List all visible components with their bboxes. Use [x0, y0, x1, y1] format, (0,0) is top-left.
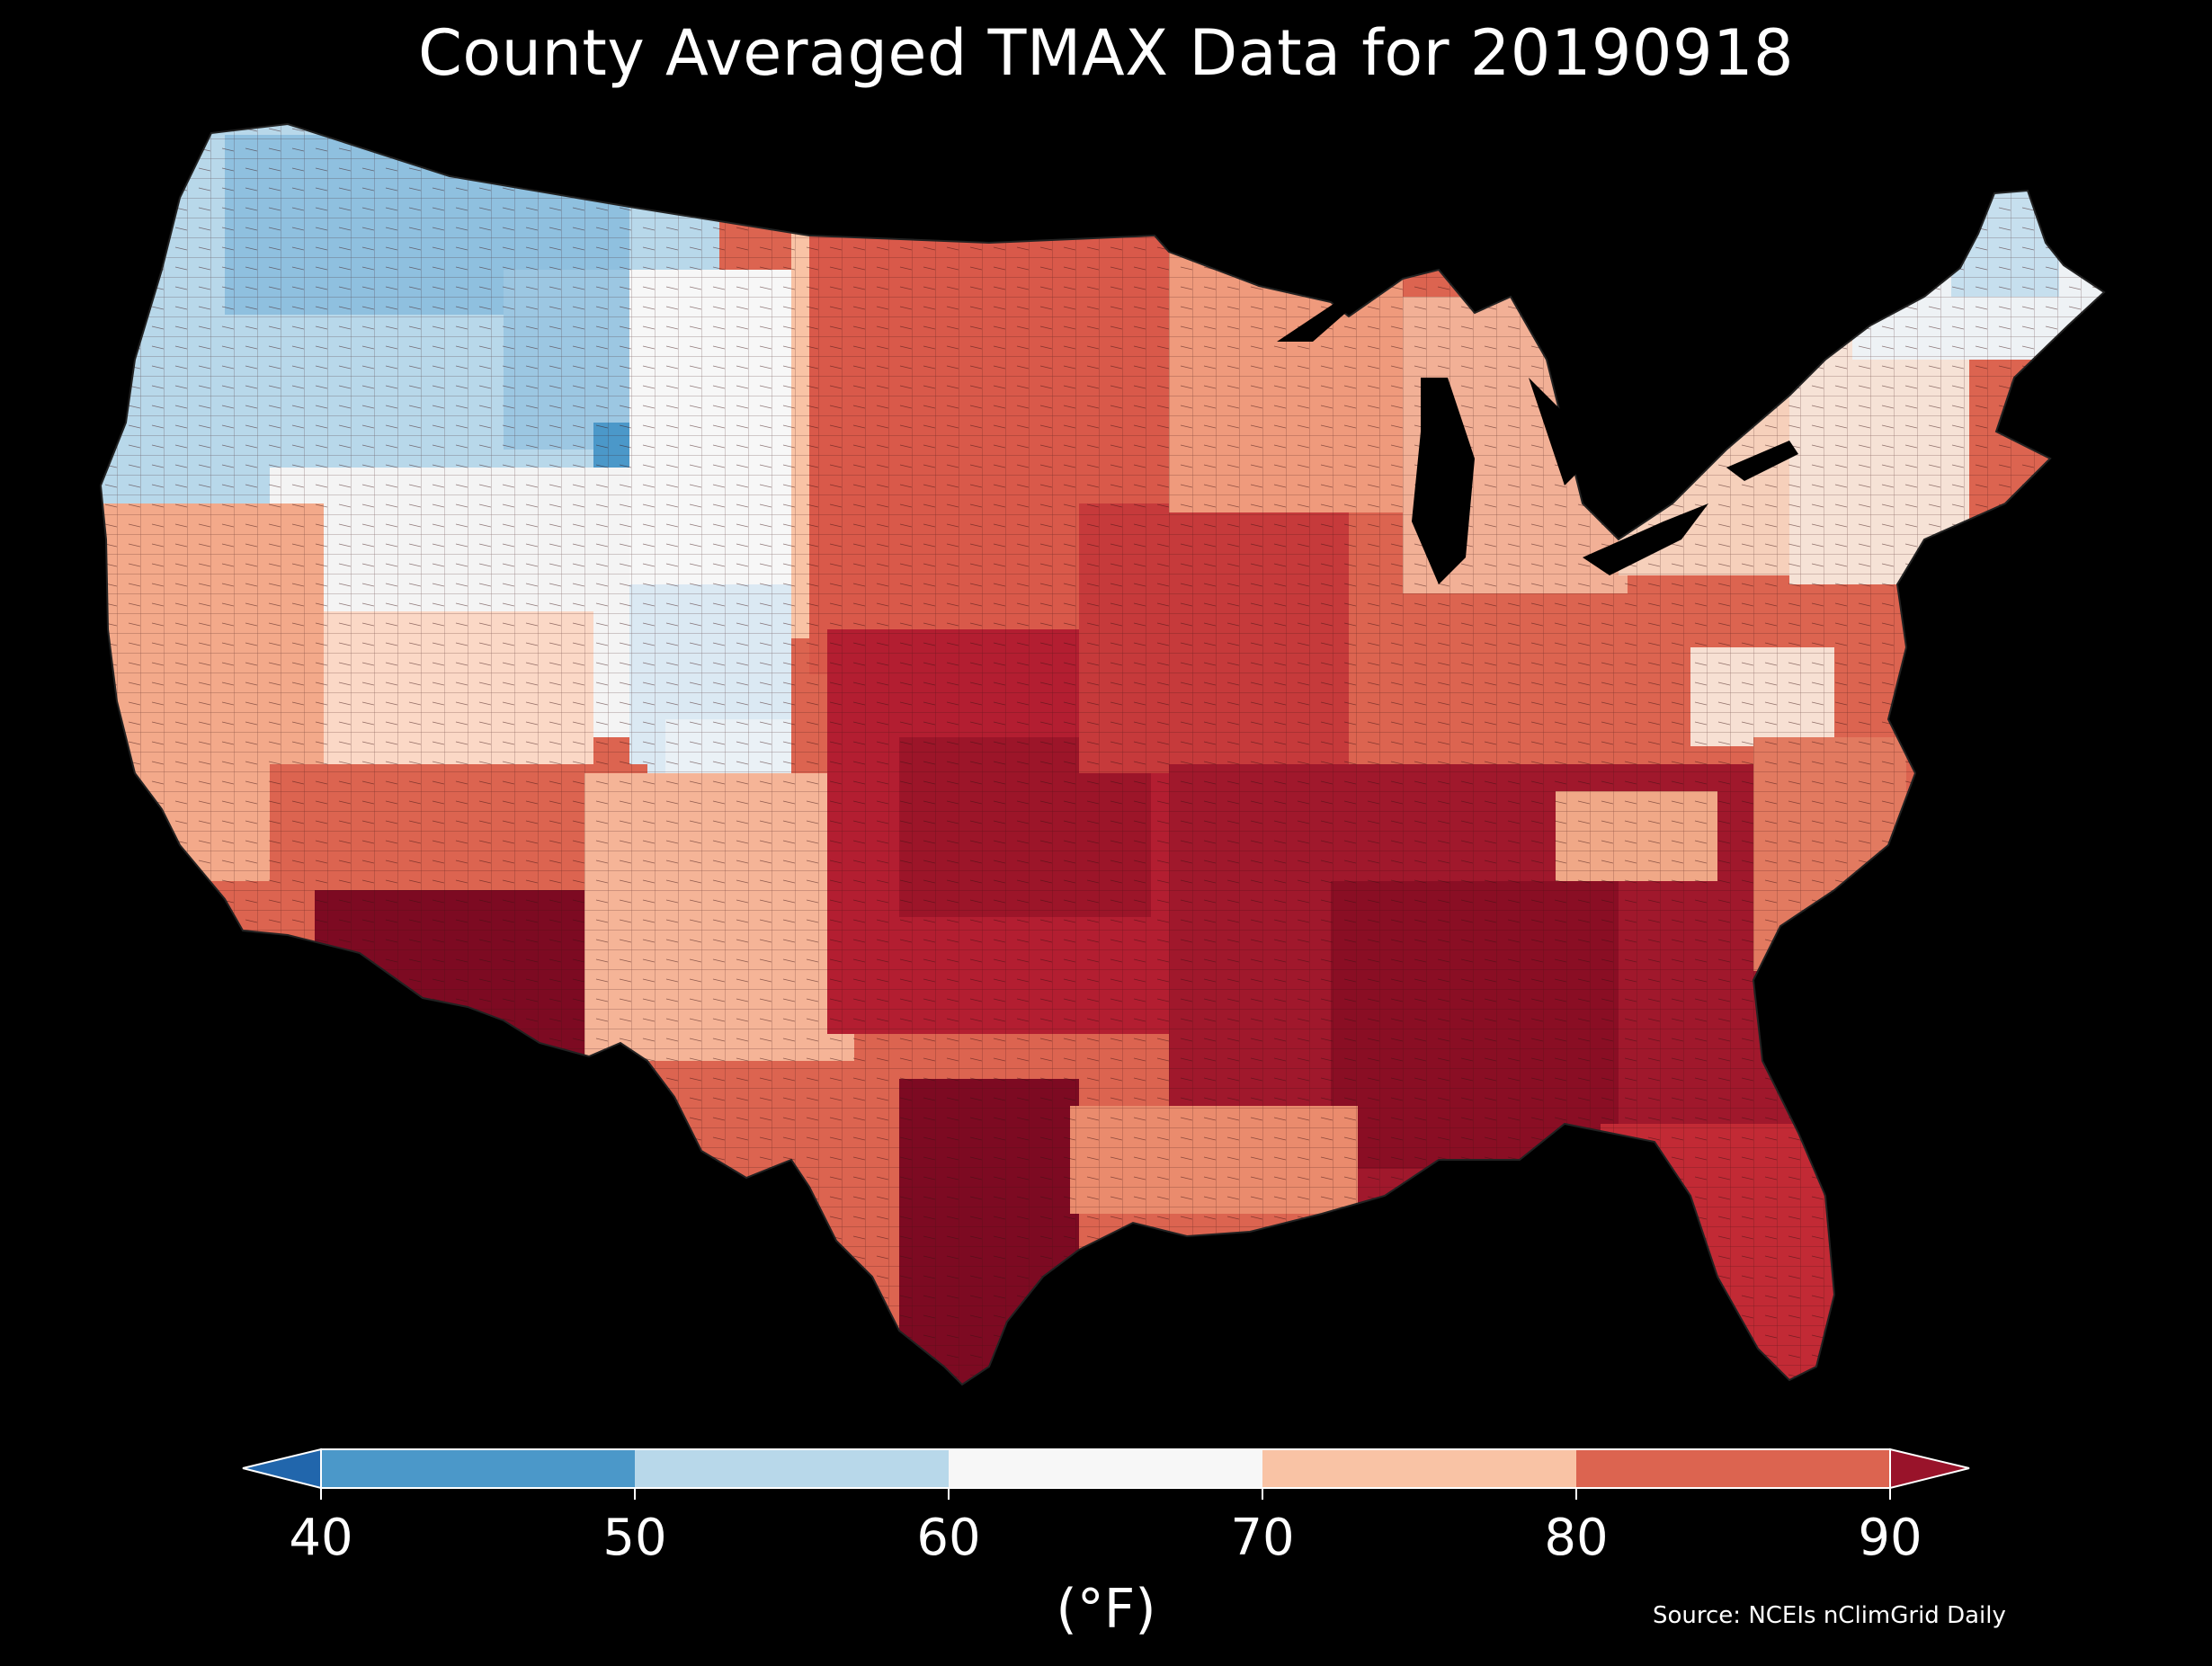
colorbar-frame — [320, 1448, 1891, 1489]
colorbar-tick-70: 70 — [1230, 1509, 1295, 1567]
map-title: County Averaged TMAX Data for 20190918 — [417, 16, 1795, 90]
colorbar-extend-low — [242, 1448, 322, 1490]
colorbar-tick-90: 90 — [1858, 1509, 1922, 1567]
colorbar-extend-high — [1889, 1448, 1970, 1490]
colorbar-bin-50-60 — [635, 1449, 949, 1488]
colorbar-bin-70-80 — [1262, 1449, 1576, 1488]
colorbar-tick-40: 40 — [289, 1509, 353, 1567]
colorbar-tick-60: 60 — [916, 1509, 981, 1567]
colorbar-bin-60-70 — [949, 1449, 1262, 1488]
source-credit: Source: NCEIs nClimGrid Daily — [1653, 1602, 2006, 1629]
colorbar-tick-50: 50 — [602, 1509, 667, 1567]
colorbar-bin-80-90 — [1576, 1449, 1890, 1488]
colorbar-bin-40-50 — [321, 1449, 635, 1488]
colorbar-unit-label: (°F) — [1056, 1578, 1156, 1641]
colorbar-tick-80: 80 — [1544, 1509, 1609, 1567]
